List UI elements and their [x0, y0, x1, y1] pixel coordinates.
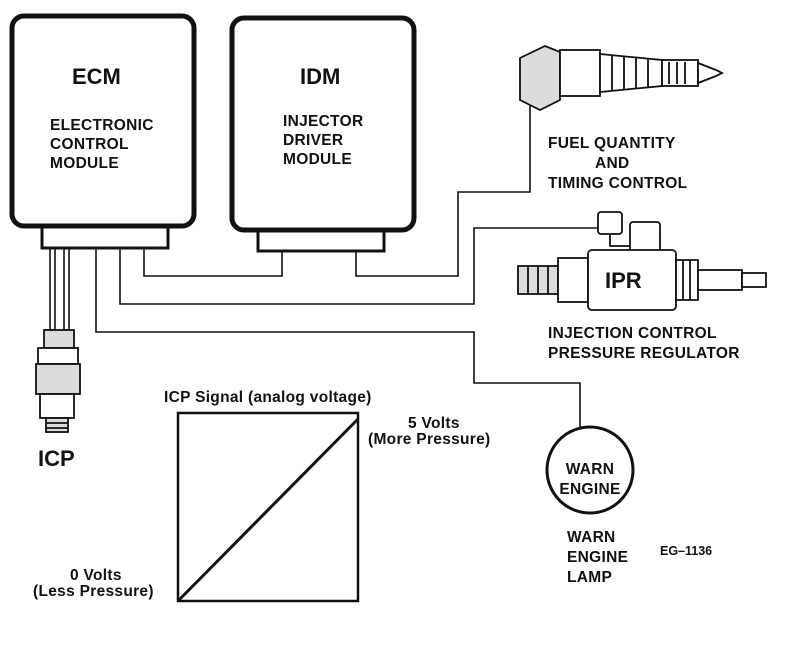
graph-title: ICP Signal (analog voltage): [164, 389, 372, 406]
graph-high-desc: (More Pressure): [368, 431, 491, 448]
wire-idm-injector: [355, 102, 531, 277]
wire-ecm-warn-lamp: [95, 248, 581, 428]
fuel-label-line2: AND: [595, 155, 630, 172]
graph-high-volts: 5 Volts: [408, 415, 460, 432]
lamp-inner-line2: ENGINE: [559, 481, 621, 498]
lamp-inner-line1: WARN: [565, 461, 615, 478]
ipr-tag: IPR: [605, 268, 642, 293]
lamp-caption-line1: WARN: [567, 529, 616, 546]
graph-low-desc: (Less Pressure): [33, 583, 154, 600]
icp-sensor: [35, 329, 81, 433]
idm-title: IDM: [300, 64, 341, 89]
idm-desc-line2: DRIVER: [283, 132, 344, 149]
fuel-label-line1: FUEL QUANTITY: [548, 135, 676, 152]
figure-code: EG–1136: [660, 544, 713, 558]
icp-label: ICP: [38, 446, 75, 471]
icp-signal-graph: [176, 411, 360, 603]
signal-line: [176, 417, 360, 603]
wiring-harness: [49, 102, 600, 428]
ecm-module: [9, 13, 197, 250]
wire-ecm-idm: [143, 248, 283, 277]
ipr-label-line2: PRESSURE REGULATOR: [548, 345, 740, 362]
ipr-label-line1: INJECTION CONTROL: [548, 325, 717, 342]
ecm-desc-line2: CONTROL: [50, 136, 129, 153]
ecm-title: ECM: [72, 64, 121, 89]
ipr-valve: [517, 211, 767, 311]
graph-low-volts: 0 Volts: [70, 567, 122, 584]
ecm-desc-line3: MODULE: [50, 155, 119, 172]
fuel-label-line3: TIMING CONTROL: [548, 175, 688, 192]
fuel-injector: [519, 45, 725, 112]
idm-desc-line1: INJECTOR: [283, 113, 364, 130]
ecm-desc-line1: ELECTRONIC: [50, 117, 154, 134]
wire-ecm-ipr: [119, 227, 600, 305]
idm-module: [229, 15, 417, 253]
lamp-caption-line2: ENGINE: [567, 549, 629, 566]
idm-desc-line3: MODULE: [283, 151, 352, 168]
lamp-caption-line3: LAMP: [567, 569, 613, 586]
warn-engine-lamp: [545, 425, 635, 515]
